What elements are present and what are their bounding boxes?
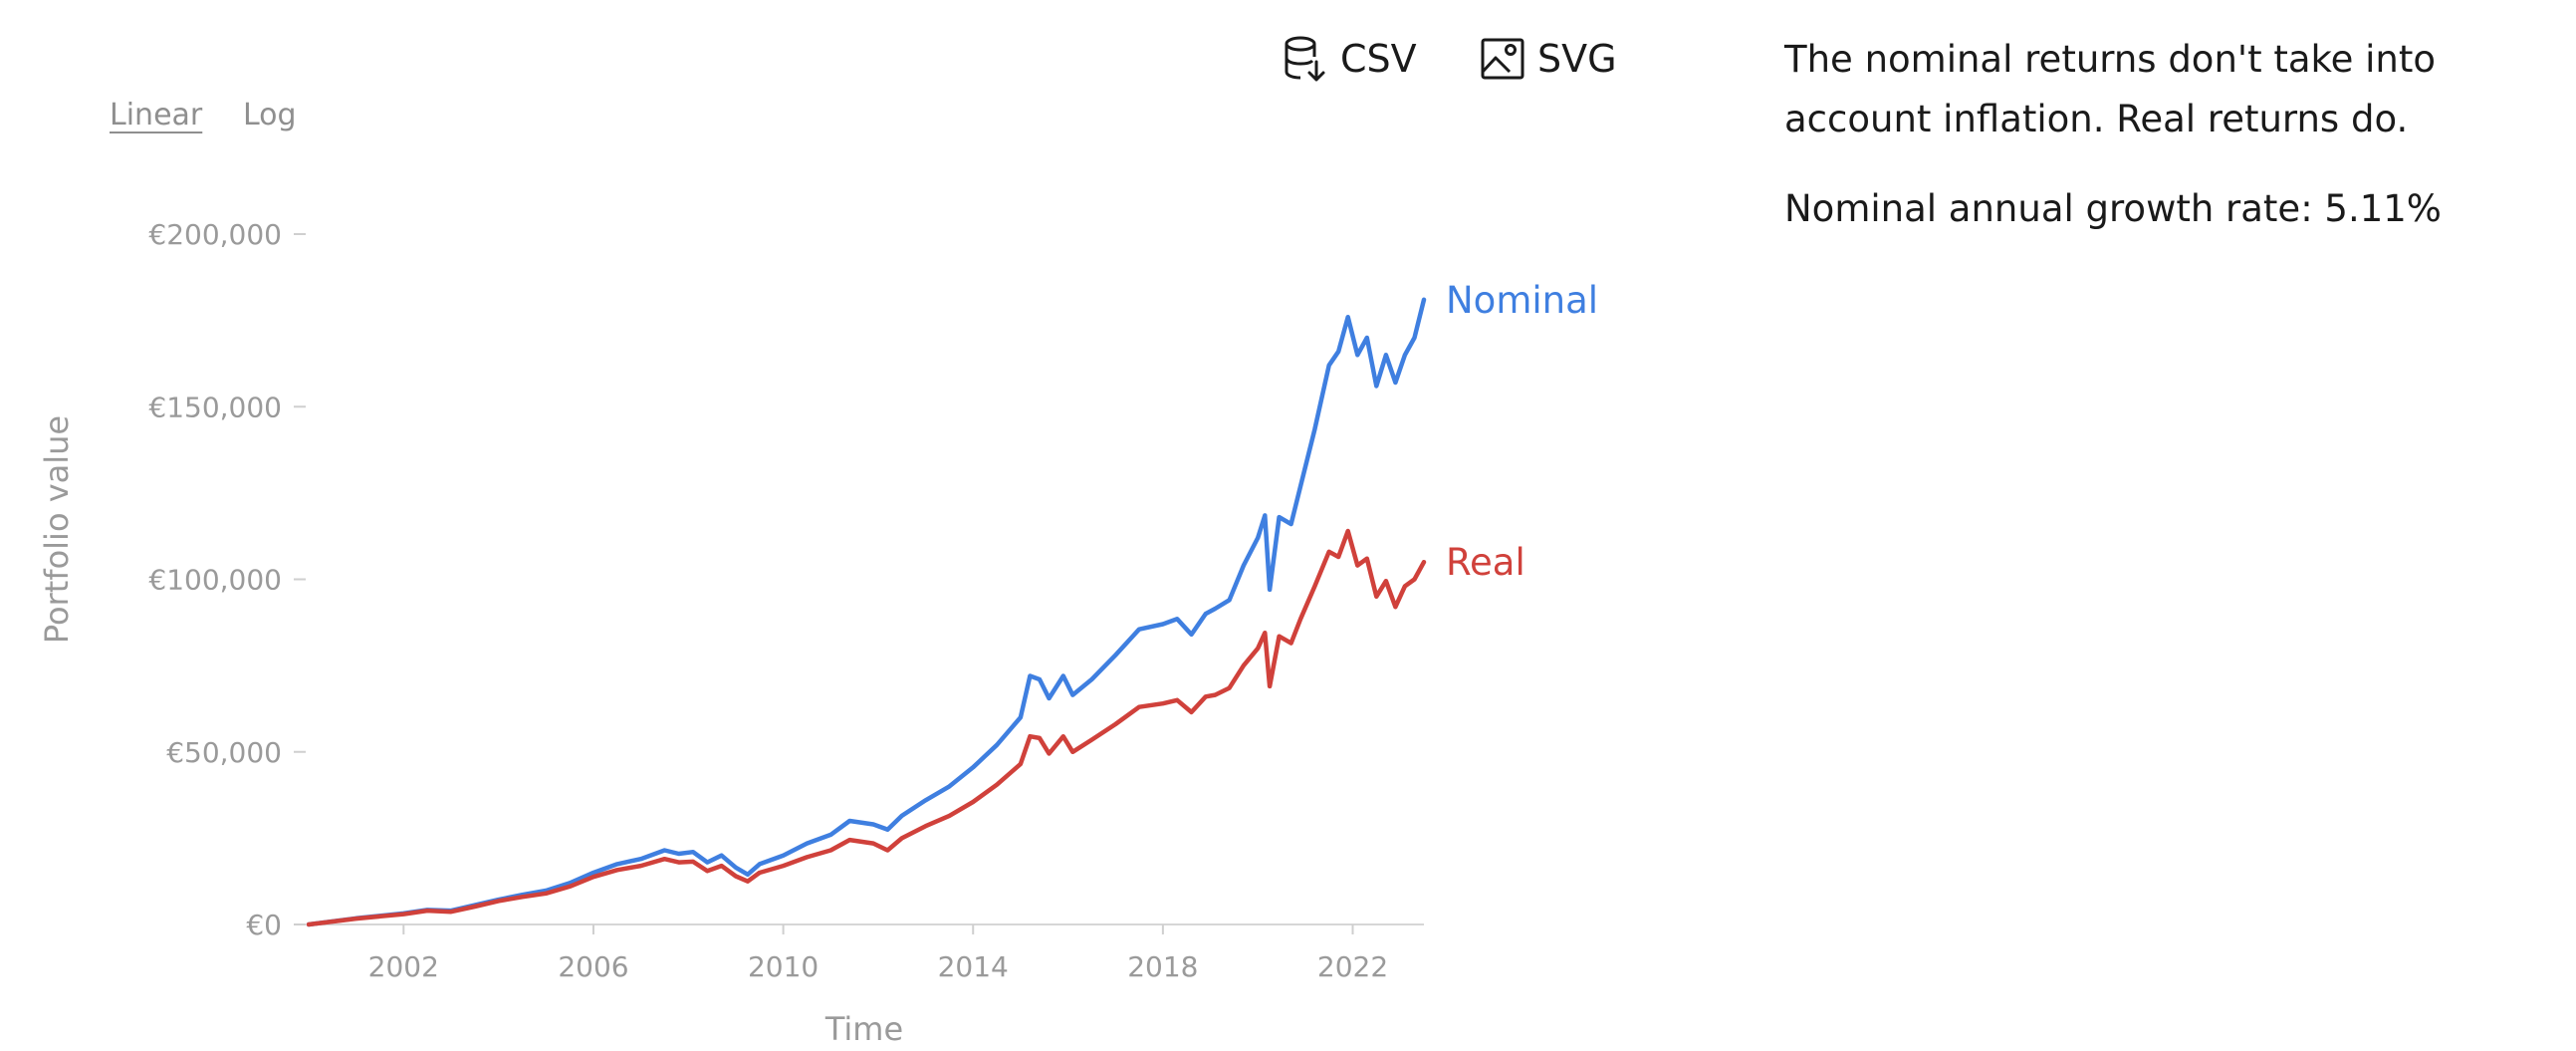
series-line-nominal <box>306 297 1427 927</box>
x-axis-title: Time <box>824 1010 903 1048</box>
scale-linear-toggle[interactable]: Linear <box>110 98 203 132</box>
y-tick-label: €50,000 <box>166 736 282 769</box>
x-tick-label: 2014 <box>938 950 1009 983</box>
chart-area: Linear Log CSV SVG €0 €50,000 €100,000 €150… <box>38 32 1617 1048</box>
series-line-real <box>306 528 1427 927</box>
series-label-real: Real <box>1446 541 1525 584</box>
y-tick-label: €200,000 <box>148 218 282 251</box>
x-tick-label: 2022 <box>1317 950 1388 983</box>
x-tick-label: 2010 <box>748 950 819 983</box>
y-tick-label: €100,000 <box>148 564 282 597</box>
line-chart: €0 €50,000 €100,000 €150,000 €200,000 2002 200… <box>38 218 1598 1048</box>
inflation-note: The nominal returns don't take into acco… <box>1784 38 2437 140</box>
side-panel: The nominal returns don't take into acco… <box>1784 30 2571 239</box>
export-csv-label: CSV <box>1340 37 1417 81</box>
scale-log-toggle[interactable]: Log <box>243 98 297 132</box>
image-icon <box>1480 36 1525 82</box>
y-tick-label: €0 <box>246 909 282 941</box>
x-tick-label: 2002 <box>368 950 439 983</box>
x-tick-label: 2006 <box>558 950 628 983</box>
export-svg-button[interactable]: SVG <box>1480 32 1617 86</box>
y-axis-title: Portfolio value <box>38 415 76 644</box>
database-download-icon <box>1283 35 1328 83</box>
export-svg-label: SVG <box>1537 37 1617 81</box>
y-tick-label: €150,000 <box>148 391 282 423</box>
series-label-nominal: Nominal <box>1446 279 1598 322</box>
export-csv-button[interactable]: CSV <box>1283 32 1417 86</box>
growth-rate-text: Nominal annual growth rate: 5.11% <box>1784 187 2442 230</box>
x-tick-label: 2018 <box>1127 950 1198 983</box>
